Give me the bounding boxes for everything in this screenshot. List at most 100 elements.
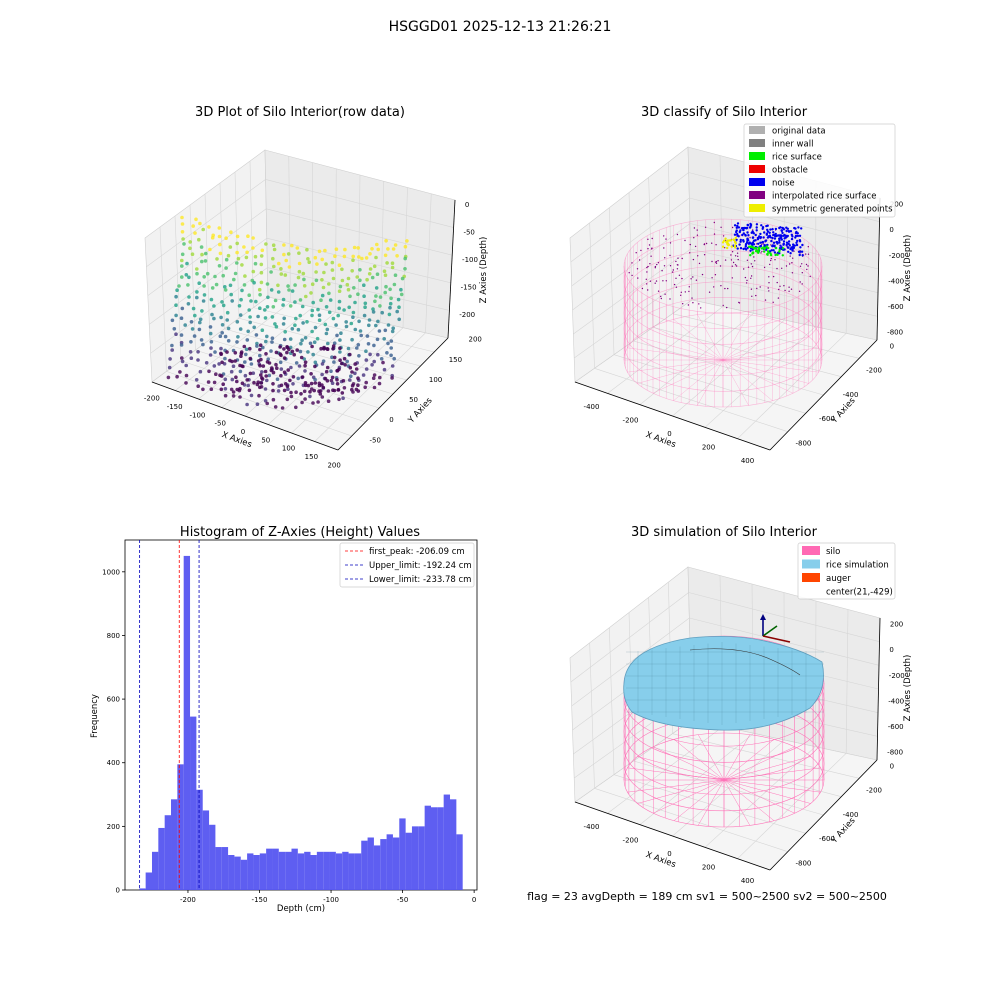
raw-scan-point xyxy=(359,333,364,338)
raw-scan-point xyxy=(275,366,279,371)
raw-scan-point xyxy=(264,339,268,344)
hist-bar xyxy=(367,837,374,890)
raw-z-tick-label: -50 xyxy=(463,228,474,236)
raw-scan-point xyxy=(362,313,367,318)
raw-scan-point xyxy=(174,332,178,337)
sim-x-tick-label: -200 xyxy=(623,836,639,844)
raw-scan-point xyxy=(217,264,222,268)
cls-noise-point xyxy=(733,224,737,227)
raw-scan-point xyxy=(283,273,288,277)
cls-interpolated-point xyxy=(688,286,690,288)
hist-bar xyxy=(145,872,152,890)
cls-silo-spoke xyxy=(637,336,724,361)
raw-scan-point xyxy=(244,347,249,352)
raw-x-label: X Axies xyxy=(220,430,253,450)
sim-z-tick-label: -200 xyxy=(889,672,905,680)
cls-interpolated-point xyxy=(681,257,683,260)
cls-noise-point xyxy=(749,249,752,252)
raw-scan-point xyxy=(219,315,223,320)
sim-z-ticks: 200 0 -200 -400 -600 -800 xyxy=(887,621,905,757)
raw-scan-point xyxy=(195,267,199,271)
hist-bar xyxy=(329,851,336,890)
cls-silo-ring xyxy=(623,218,823,314)
raw-scan-point xyxy=(209,387,214,392)
raw-scan-point xyxy=(313,360,318,365)
raw-scan-point xyxy=(213,350,217,354)
raw-scan-point xyxy=(374,323,378,328)
cls-noise-point xyxy=(739,229,742,232)
raw-scan-point xyxy=(218,242,222,247)
raw-scan-point xyxy=(297,261,302,266)
raw-scan-point xyxy=(373,299,377,304)
raw-scan-point xyxy=(390,329,395,334)
raw-scan-point xyxy=(212,364,217,368)
cls-symmetric-point xyxy=(727,243,731,247)
raw-scan-point xyxy=(290,289,295,293)
raw-scan-point xyxy=(397,317,402,322)
raw-scan-point xyxy=(320,293,325,298)
raw-scan-point xyxy=(282,370,287,375)
cls-noise-point xyxy=(739,238,742,242)
raw-scan-point xyxy=(180,230,185,234)
raw-scan-point xyxy=(197,327,202,332)
panel-sim-title: 3D simulation of Silo Interior xyxy=(631,525,818,540)
raw-scan-point xyxy=(246,383,250,388)
raw-scan-point xyxy=(223,393,228,398)
raw-scan-point xyxy=(202,275,206,279)
raw-scan-point xyxy=(219,352,223,357)
raw-scan-point xyxy=(279,353,283,358)
cls-x-tick-label: -200 xyxy=(623,416,639,424)
cls-noise-point xyxy=(733,233,737,236)
hist-bar xyxy=(183,555,191,890)
cls-noise-point xyxy=(745,248,748,251)
cls-interpolated-point xyxy=(700,307,702,309)
raw-scan-point xyxy=(201,342,205,347)
sim-silo-spoke xyxy=(697,734,725,781)
raw-scan-point xyxy=(207,369,211,374)
cls-z-label: Z Axies (Depth) xyxy=(903,235,913,302)
raw-scan-point xyxy=(303,397,307,401)
raw-scan-point xyxy=(325,379,330,383)
raw-scan-point xyxy=(230,299,234,303)
raw-scan-point xyxy=(331,388,335,393)
raw-scan-point xyxy=(324,369,329,374)
raw-scan-point xyxy=(257,393,261,398)
sim-silo-spoke xyxy=(723,746,795,781)
cls-interpolated-point xyxy=(730,254,732,256)
raw-scan-point xyxy=(221,273,225,278)
cls-interpolated-point xyxy=(680,294,682,296)
raw-x-tick-label: -150 xyxy=(167,403,183,411)
cls-noise-point xyxy=(797,226,800,229)
raw-gridline xyxy=(266,237,451,284)
raw-scan-point xyxy=(309,291,313,295)
cls-noise-point xyxy=(759,241,762,244)
raw-scan-point xyxy=(270,340,274,344)
raw-scan-point xyxy=(312,340,317,345)
sim-x-tick-label: -400 xyxy=(584,823,600,831)
cls-noise-point xyxy=(780,229,783,233)
cls-interpolated-point xyxy=(650,255,652,257)
raw-scan-point xyxy=(283,330,288,334)
raw-scan-point xyxy=(388,287,392,292)
raw-scan-point xyxy=(378,375,382,380)
hist-x-tick-label: -100 xyxy=(323,896,339,904)
raw-point-cloud xyxy=(166,215,409,410)
raw-scan-point xyxy=(276,283,280,288)
raw-scan-point xyxy=(191,224,195,228)
sim-silo-spoke xyxy=(637,779,725,804)
hist-bar xyxy=(190,716,197,890)
cls-silo-spoke xyxy=(722,359,749,406)
raw-scan-point xyxy=(387,312,392,317)
raw-scan-point xyxy=(261,364,266,368)
cls-interpolated-point xyxy=(732,261,735,264)
raw-scan-point xyxy=(269,288,274,292)
raw-scan-point xyxy=(390,265,395,270)
cls-z-tick-label: 0 xyxy=(889,226,893,234)
raw-scan-point xyxy=(317,249,322,254)
raw-scan-point xyxy=(271,370,276,375)
raw-scan-point xyxy=(376,352,380,357)
cls-interpolated-point xyxy=(661,270,663,272)
raw-scan-point xyxy=(286,387,290,392)
raw-scan-point xyxy=(393,243,398,247)
cls-interpolated-point xyxy=(698,262,701,265)
